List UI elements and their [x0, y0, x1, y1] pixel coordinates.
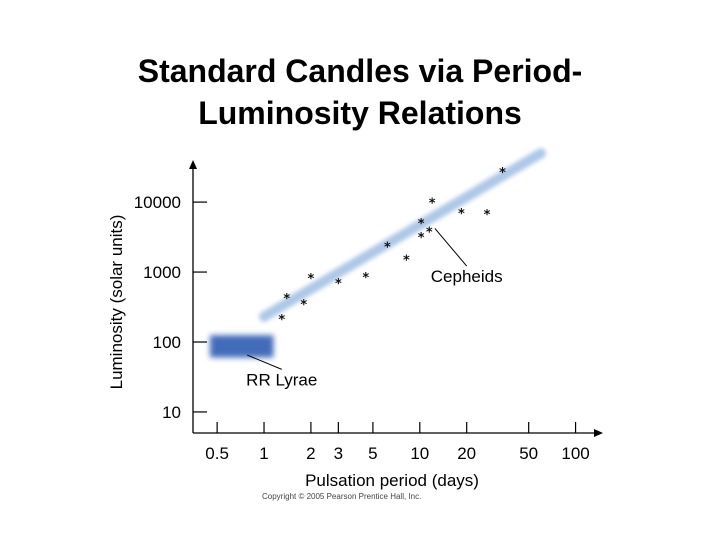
data-point: * [300, 298, 307, 313]
x-tick-label: 50 [519, 444, 538, 463]
x-tick-label: 100 [561, 444, 589, 463]
x-tick-label: 0.5 [205, 444, 229, 463]
data-point: * [418, 217, 425, 232]
data-point: * [418, 231, 425, 246]
rr-lyrae-region [210, 335, 274, 358]
x-tick-label: 20 [457, 444, 476, 463]
copyright-notice: Copyright © 2005 Pearson Prentice Hall, … [262, 492, 422, 501]
data-point: * [362, 271, 369, 286]
x-tick-label: 10 [410, 444, 429, 463]
annotation-leader-line [247, 354, 282, 370]
y-axis-label: Luminosity (solar units) [107, 215, 126, 390]
data-point: * [403, 254, 410, 269]
annotation-label: Cepheids [431, 267, 503, 286]
cepheid-band-line [259, 148, 547, 322]
annotation-label: RR Lyrae [246, 370, 317, 389]
y-axis-arrow-icon [189, 160, 197, 169]
x-axis-arrow-icon [594, 429, 603, 437]
y-tick-label: 100 [153, 333, 181, 352]
data-point: * [308, 272, 315, 287]
y-tick-label: 10000 [134, 193, 181, 212]
x-tick-label: 2 [306, 444, 315, 463]
y-tick-label: 1000 [143, 263, 181, 282]
data-point: * [484, 208, 491, 223]
title-line-1: Standard Candles via Period- [137, 53, 583, 89]
data-point: * [499, 166, 506, 181]
cepheid-points: ** ** * ******** ** [278, 166, 506, 328]
y-tick-label: 10 [162, 403, 181, 422]
axes [189, 160, 603, 437]
slide-title: Standard Candles via Period- Luminosity … [0, 50, 720, 134]
data-point: * [278, 313, 285, 328]
title-line-2: Luminosity Relations [198, 95, 522, 131]
data-point: * [429, 197, 436, 212]
x-tick-label: 3 [334, 444, 343, 463]
cepheid-band [259, 148, 547, 322]
x-tick-label: 5 [368, 444, 377, 463]
rr-lyrae-box [210, 335, 274, 358]
ticks: 0.5 1 2 3 5 10 20 50 100 10 100 1000 10000 [134, 193, 590, 463]
x-axis-label: Pulsation period (days) [305, 471, 479, 490]
data-point: * [335, 277, 342, 292]
annotation-leader-line [434, 228, 468, 267]
data-point: * [384, 240, 391, 255]
data-point: * [458, 207, 465, 222]
data-point: * [426, 226, 433, 241]
x-tick-label: 1 [259, 444, 268, 463]
data-point: * [283, 292, 290, 307]
annotations: Cepheids RR Lyrae [246, 228, 503, 389]
